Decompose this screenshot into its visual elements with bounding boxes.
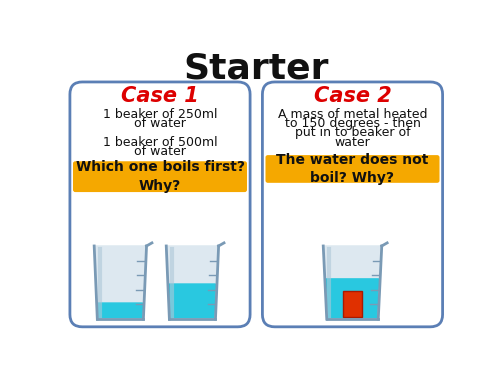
Text: 1 beaker of 500ml: 1 beaker of 500ml [102, 135, 218, 148]
Bar [343, 291, 362, 317]
Text: to 150 degrees - then: to 150 degrees - then [284, 117, 420, 130]
Polygon shape [166, 246, 218, 319]
Polygon shape [94, 246, 146, 319]
Text: put in to beaker of: put in to beaker of [294, 126, 410, 139]
FancyBboxPatch shape [266, 155, 440, 183]
Polygon shape [98, 303, 142, 318]
FancyBboxPatch shape [70, 82, 250, 327]
Text: Which one boils first?
Why?: Which one boils first? Why? [76, 160, 244, 193]
FancyBboxPatch shape [73, 161, 247, 192]
Text: A mass of metal heated: A mass of metal heated [278, 108, 427, 121]
Text: 1 beaker of 250ml: 1 beaker of 250ml [103, 108, 217, 121]
Text: Starter: Starter [184, 51, 329, 85]
Text: water: water [334, 135, 370, 148]
Text: of water: of water [134, 117, 186, 130]
Text: The water does not
boil? Why?: The water does not boil? Why? [276, 153, 428, 185]
Text: Case 2: Case 2 [314, 86, 392, 106]
Polygon shape [170, 284, 216, 318]
Polygon shape [326, 279, 378, 318]
Text: of water: of water [134, 145, 186, 158]
Text: Case 1: Case 1 [121, 86, 199, 106]
FancyBboxPatch shape [262, 82, 442, 327]
Polygon shape [323, 246, 382, 319]
